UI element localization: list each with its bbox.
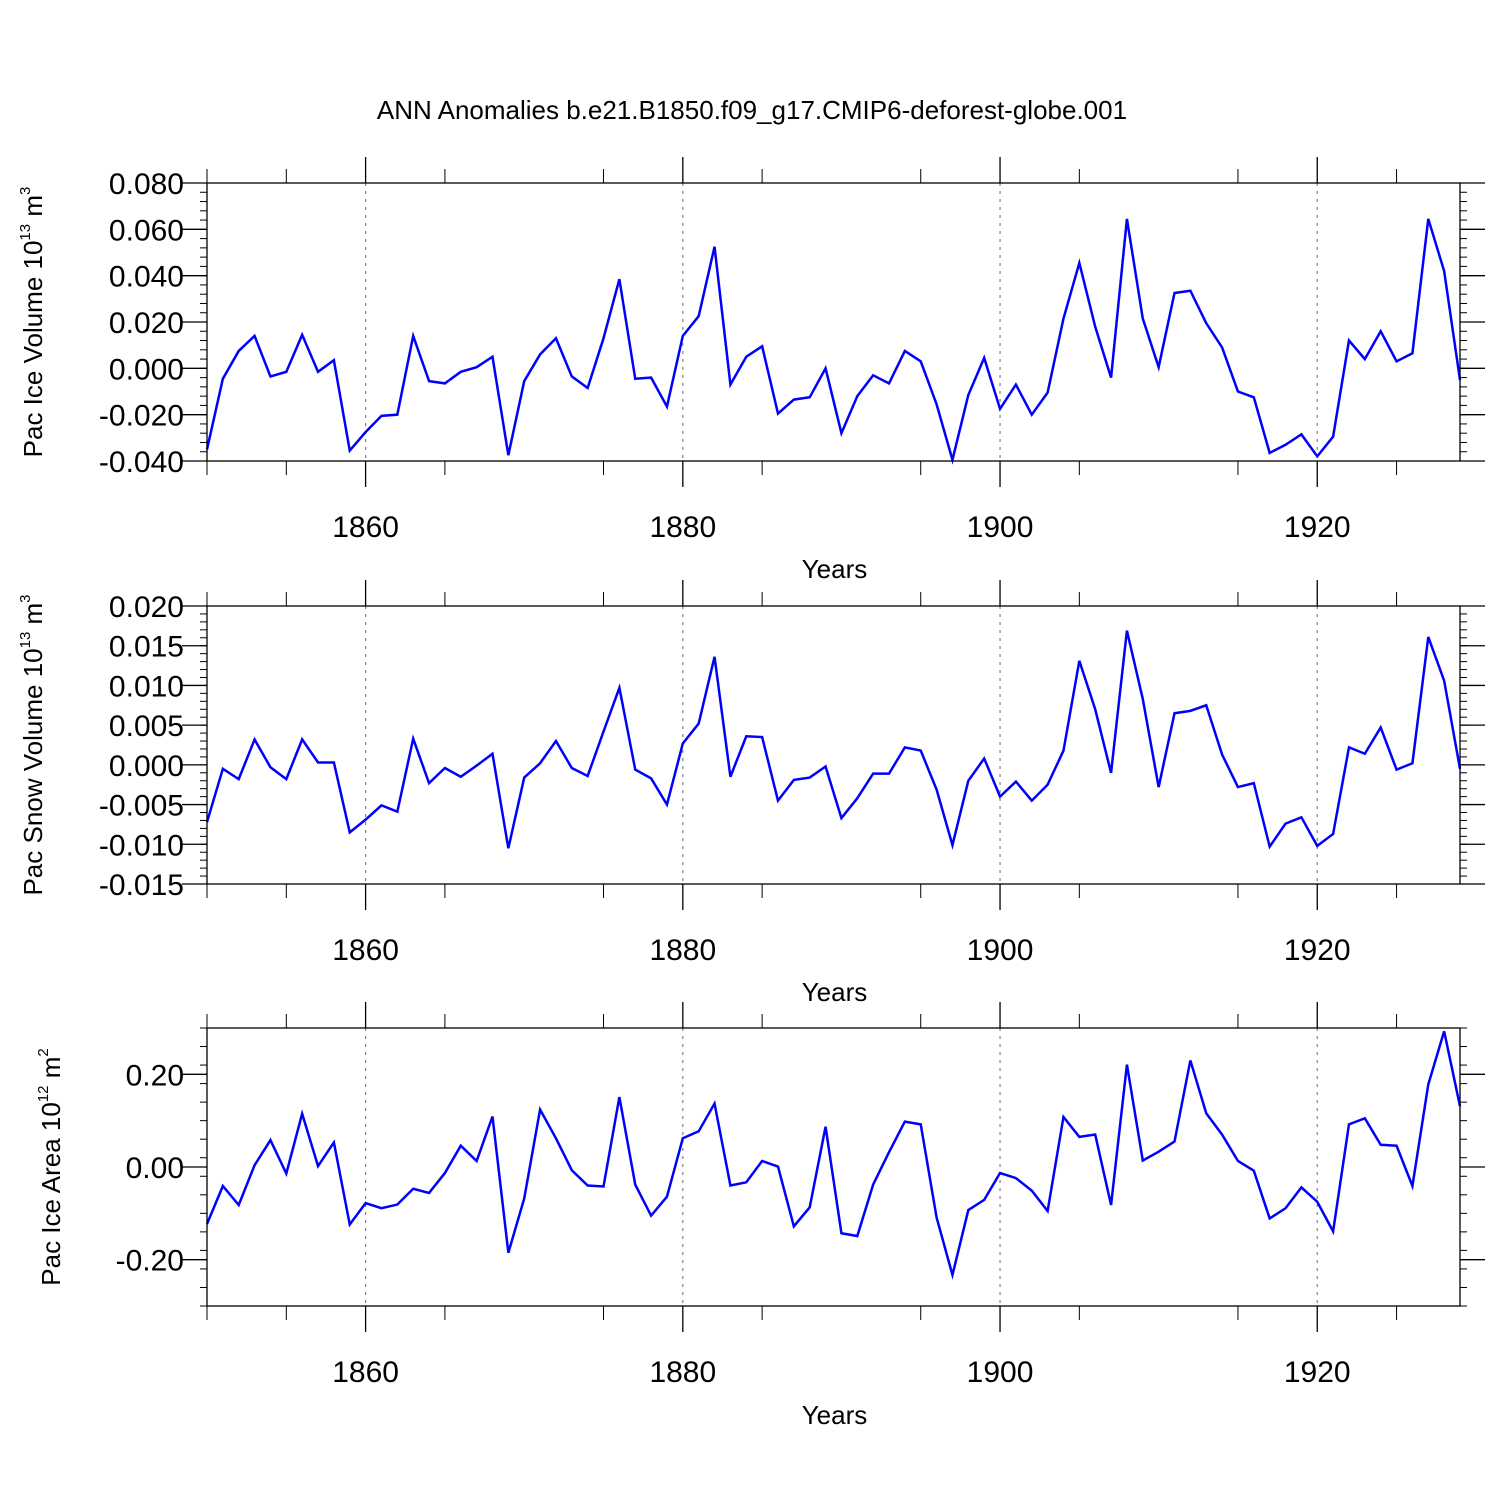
plot-frame — [206, 182, 1461, 462]
x-axis-label: Years — [802, 1400, 868, 1430]
y-axis-label-unit-exponent: 2 — [35, 1048, 52, 1056]
y-axis-label: Pac Snow Volume 1013 m3 — [17, 594, 48, 895]
x-tick-label-1900: 1900 — [967, 511, 1034, 544]
series-line — [205, 1030, 1462, 1280]
y-axis-label-text: Pac Ice Area 10 — [36, 1102, 66, 1286]
x-tick-label-1920: 1920 — [1284, 511, 1351, 544]
plot-frame — [206, 1027, 1461, 1307]
y-tick-label: 0.080 — [109, 168, 184, 201]
plot-frame — [206, 605, 1461, 885]
y-tick-label: 0.015 — [109, 631, 184, 664]
x-axis-label: Years — [802, 554, 868, 584]
y-axis-label: Pac Ice Volume 1013 m3 — [17, 187, 48, 458]
x-tick-label-1860: 1860 — [332, 1356, 399, 1389]
panel-2: -0.015 -0.010 -0.005 0.000 0.005 0.010 0.015 0.… — [17, 580, 1485, 1007]
y-tick-label: 0.040 — [109, 261, 184, 294]
y-axis-label-unit: m — [36, 1057, 66, 1086]
y-axis-label-unit-exponent: 3 — [17, 187, 34, 195]
y-tick-label: -0.040 — [99, 446, 184, 479]
y-tick-label: -0.010 — [99, 829, 184, 862]
y-tick-label: 0.000 — [109, 750, 184, 783]
x-tick-label-1900: 1900 — [967, 934, 1034, 967]
x-tick-label-1880: 1880 — [649, 934, 716, 967]
x-tick-label-1920: 1920 — [1284, 934, 1351, 967]
y-tick-label: 0.000 — [109, 353, 184, 386]
panel-3: -0.20 0.00 0.20 1860 1880 1900 1920 Years Pac Ic… — [35, 1002, 1485, 1430]
x-tick-label-1880: 1880 — [649, 511, 716, 544]
y-axis-label-unit: m — [18, 603, 48, 632]
y-tick-label: 0.20 — [126, 1059, 184, 1092]
x-axis-label: Years — [802, 977, 868, 1007]
y-tick-label: 0.010 — [109, 670, 184, 703]
y-tick-label: -0.005 — [99, 790, 184, 823]
x-tick-label-1920: 1920 — [1284, 1356, 1351, 1389]
y-tick-label: -0.020 — [99, 400, 184, 433]
y-axis-label-exponent: 13 — [17, 224, 34, 241]
x-tick-label-1880: 1880 — [649, 1356, 716, 1389]
y-axis-label-exponent: 12 — [35, 1085, 52, 1102]
x-tick-label-1900: 1900 — [967, 1356, 1034, 1389]
y-tick-label: 0.00 — [126, 1152, 184, 1185]
y-tick-label: 0.020 — [109, 307, 184, 340]
y-axis-label-text: Pac Snow Volume 10 — [18, 648, 48, 895]
figure-title: ANN Anomalies b.e21.B1850.f09_g17.CMIP6-… — [377, 95, 1127, 125]
y-tick-label: -0.015 — [99, 869, 184, 902]
y-tick-label: 0.020 — [109, 591, 184, 624]
series-line — [205, 630, 1462, 850]
x-tick-label-1860: 1860 — [332, 511, 399, 544]
y-axis-label-unit: m — [18, 195, 48, 224]
y-tick-label: 0.060 — [109, 214, 184, 247]
y-tick-label: -0.20 — [116, 1245, 184, 1278]
y-axis-label-unit-exponent: 3 — [17, 594, 34, 602]
y-tick-label: 0.005 — [109, 710, 184, 743]
y-axis-label-exponent: 13 — [17, 632, 34, 649]
y-axis-label-text: Pac Ice Volume 10 — [18, 241, 48, 458]
panel-1: -0.040 -0.020 0.000 0.020 0.040 0.060 0.080 186… — [17, 157, 1485, 584]
x-tick-label-1860: 1860 — [332, 934, 399, 967]
y-axis-label: Pac Ice Area 1012 m2 — [35, 1048, 66, 1285]
series-line — [205, 218, 1462, 465]
